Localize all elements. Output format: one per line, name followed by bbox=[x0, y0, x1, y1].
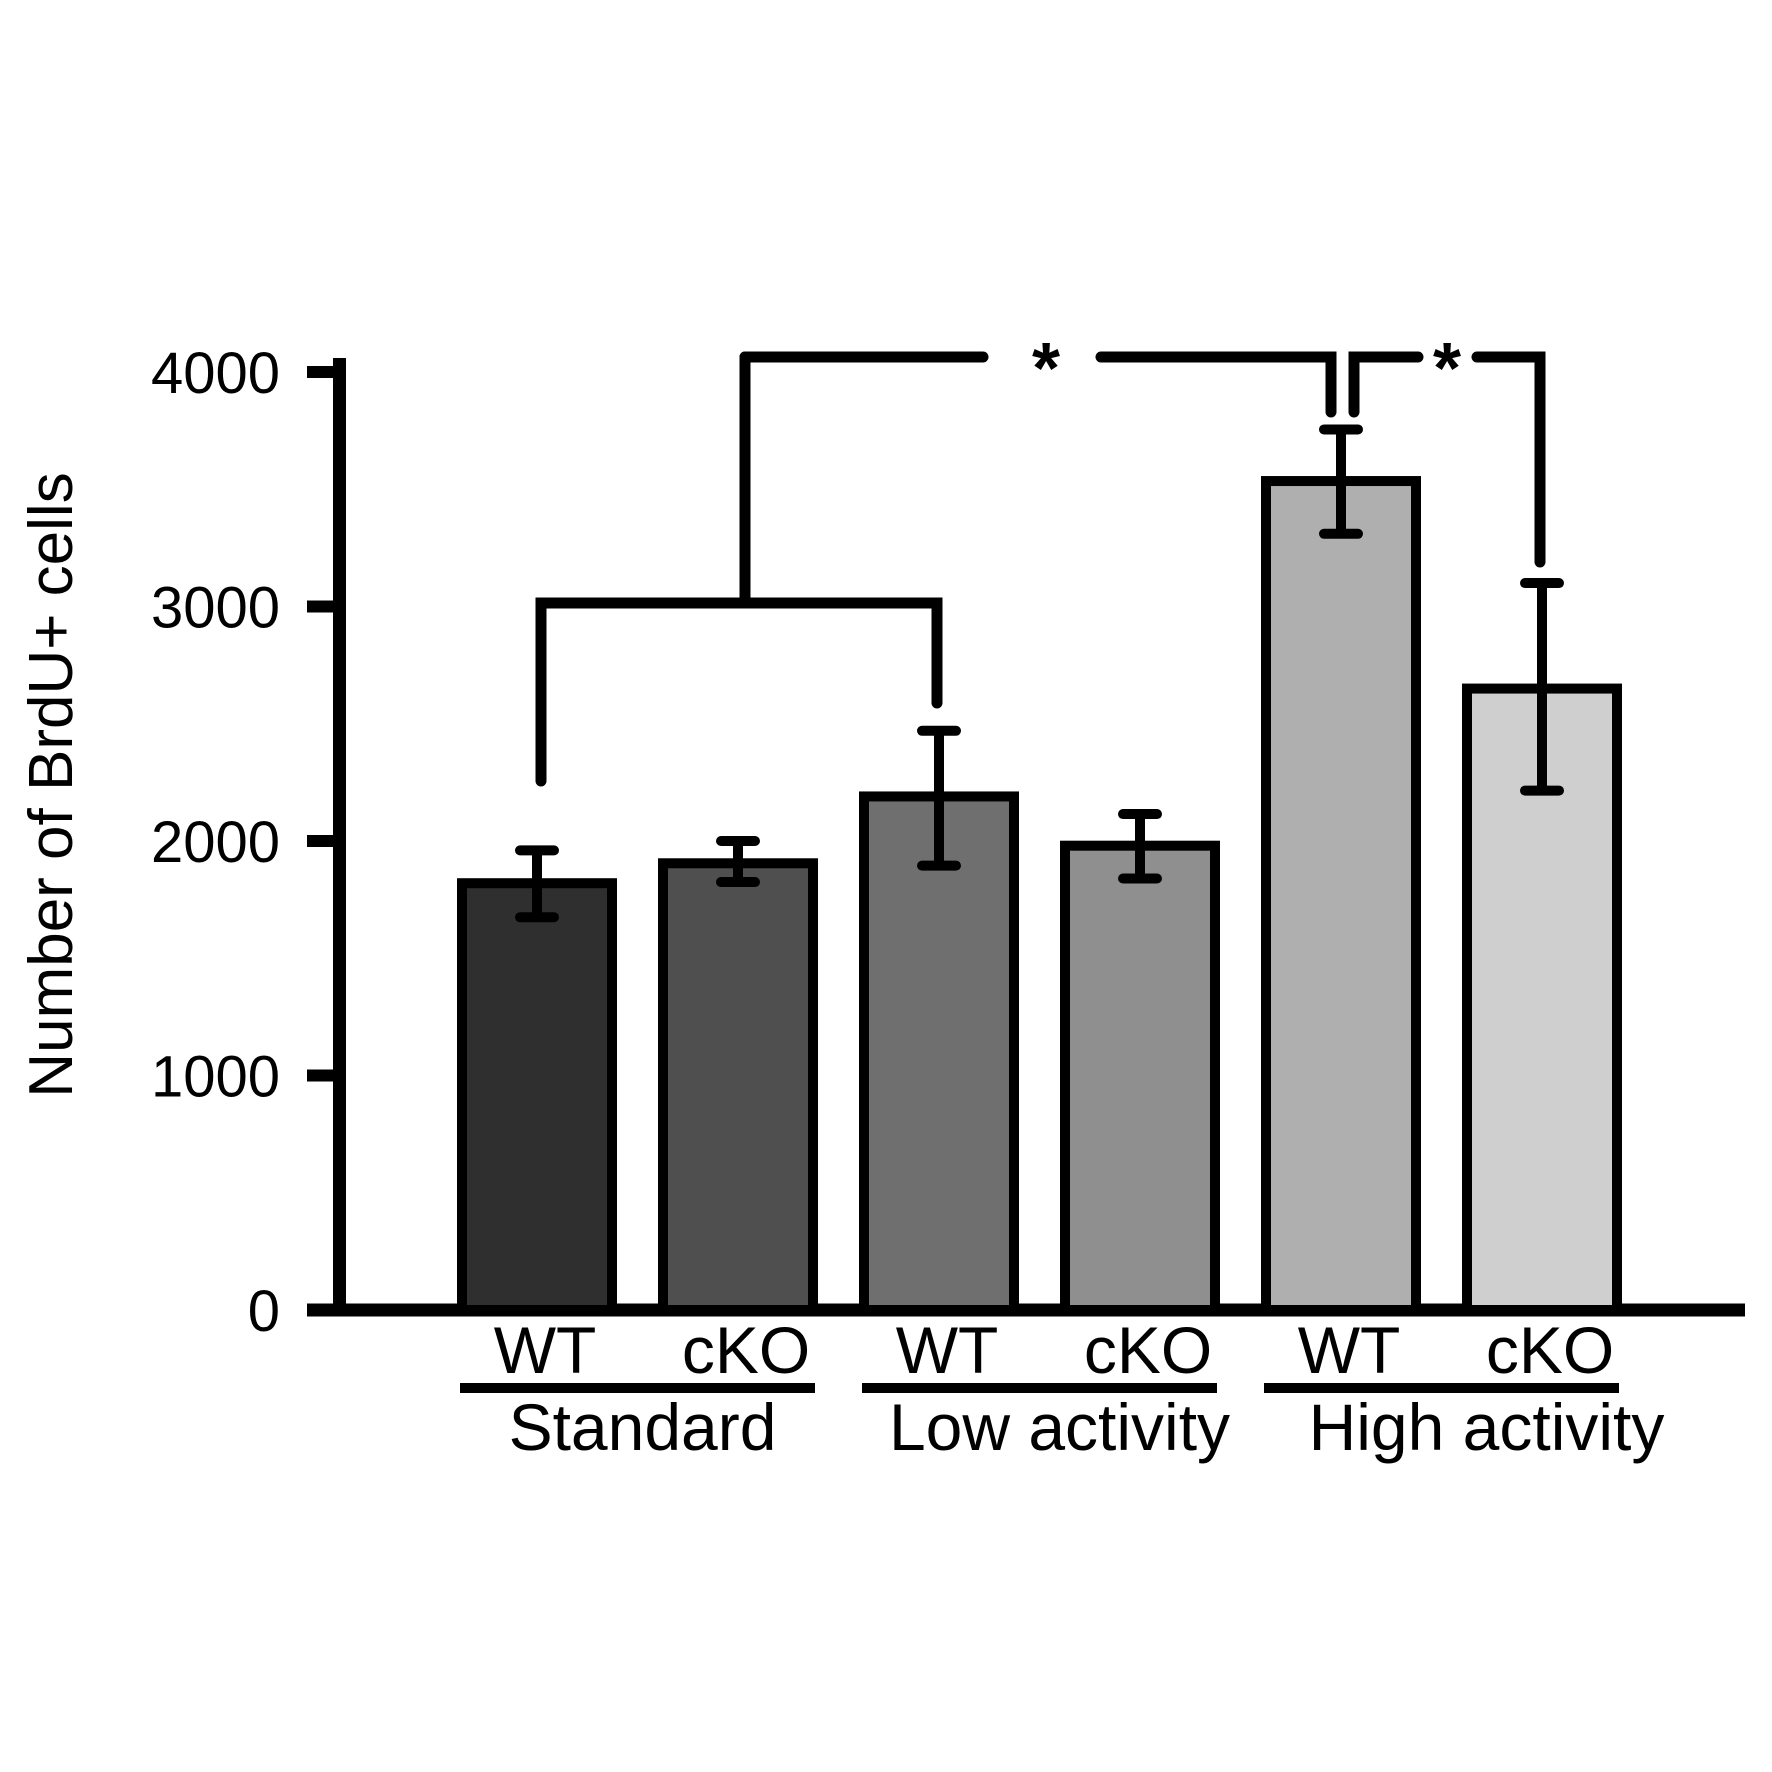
bar-standard-cko bbox=[658, 858, 818, 1316]
group-label-standard: Standard bbox=[509, 1390, 777, 1464]
y-tick-label: 3000 bbox=[151, 576, 280, 641]
x-tick-label-high-activity-cko: cKO bbox=[1486, 1313, 1614, 1387]
significance-star-2: * bbox=[1433, 329, 1461, 409]
significance-bracket-high-left-segment bbox=[1348, 351, 1424, 418]
bar-low-activity-cko bbox=[1060, 840, 1220, 1315]
significance-bracket-high-right-segment bbox=[1471, 351, 1546, 568]
bar-standard-wt bbox=[457, 878, 617, 1316]
x-tick-label-standard-wt: WT bbox=[494, 1313, 597, 1387]
group-label-high-activity: High activity bbox=[1309, 1390, 1665, 1464]
group-label-low-activity: Low activity bbox=[889, 1390, 1230, 1464]
bar-high-activity-wt bbox=[1261, 476, 1421, 1316]
x-tick-label-low-activity-wt: WT bbox=[896, 1313, 999, 1387]
significance-bracket-standard-low-combined bbox=[535, 597, 943, 787]
y-tick-label: 4000 bbox=[151, 341, 280, 406]
x-tick-label-low-activity-cko: cKO bbox=[1084, 1313, 1212, 1387]
x-tick-label-standard-cko: cKO bbox=[682, 1313, 810, 1387]
group-underline-standard bbox=[460, 1383, 815, 1393]
x-tick-label-high-activity-wt: WT bbox=[1298, 1313, 1401, 1387]
y-tick-label: 1000 bbox=[151, 1045, 280, 1110]
significance-star-1: * bbox=[1032, 329, 1060, 409]
y-tick-label: 2000 bbox=[151, 810, 280, 875]
group-underline-high-activity bbox=[1264, 1383, 1619, 1393]
y-tick-label: 0 bbox=[248, 1279, 280, 1344]
significance-bracket-top-mid-segment bbox=[1095, 351, 1337, 418]
bar-low-activity-wt bbox=[859, 791, 1019, 1315]
y-axis-title: Number of BrdU+ cells bbox=[17, 472, 86, 1097]
group-underline-low-activity bbox=[862, 1383, 1217, 1393]
